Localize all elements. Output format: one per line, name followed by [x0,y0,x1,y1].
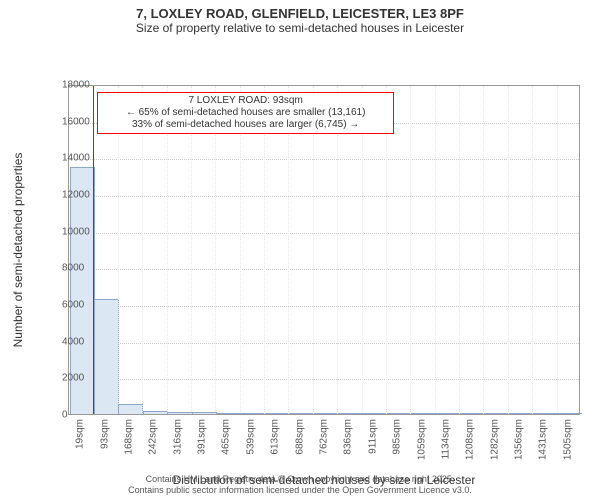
x-tick-label: 539sqm [245,419,256,455]
histogram-bar [387,413,412,414]
histogram-bar [240,413,265,414]
x-tick-label: 1431sqm [538,419,549,460]
annotation-line: 7 LOXLEY ROAD: 93sqm [102,95,389,107]
histogram-bar [265,413,290,414]
histogram-bar [435,413,460,414]
gridline-v [362,86,363,414]
x-tick-label: 391sqm [197,419,208,455]
gridline-v [508,86,509,414]
y-axis-label: Number of semi-detached properties [11,85,25,415]
footer-line-2: Contains public sector information licen… [0,485,600,496]
histogram-bar [484,413,509,414]
x-tick-label: 762sqm [319,419,330,455]
gridline-v [337,86,338,414]
gridline-v [288,86,289,414]
property-marker-line [93,86,94,414]
chart-title-sub: Size of property relative to semi-detach… [0,21,600,35]
gridline-h [69,159,579,160]
gridline-v [215,86,216,414]
x-tick-label: 93sqm [99,419,110,449]
histogram-bar [509,413,534,414]
histogram-bar [314,413,339,414]
gridline-v [240,86,241,414]
gridline-v [191,86,192,414]
gridline-v [483,86,484,414]
gridline-v [142,86,143,414]
x-tick-label: 19sqm [75,419,86,449]
gridline-h [69,343,579,344]
plot-area: 7 LOXLEY ROAD: 93sqm← 65% of semi-detach… [68,85,580,415]
annotation-line: 33% of semi-detached houses are larger (… [102,119,389,131]
annotation-box: 7 LOXLEY ROAD: 93sqm← 65% of semi-detach… [97,92,394,134]
gridline-h [69,269,579,270]
gridline-v [532,86,533,414]
gridline-h [69,196,579,197]
footer-line-1: Contains HM Land Registry data © Crown c… [0,474,600,485]
histogram-bar [533,413,558,414]
gridline-v [167,86,168,414]
histogram-bar [289,413,314,414]
x-tick-label: 688sqm [294,419,305,455]
histogram-bar [216,413,241,414]
histogram-bar [557,413,582,414]
x-tick-label: 1282sqm [489,419,500,460]
histogram-bar [338,413,363,414]
chart-footer: Contains HM Land Registry data © Crown c… [0,474,600,496]
x-tick-label: 836sqm [343,419,354,455]
x-tick-label: 1505sqm [562,419,573,460]
x-tick-label: 242sqm [148,419,159,455]
x-tick-label: 911sqm [367,419,378,454]
histogram-bar [118,404,143,414]
gridline-h [69,233,579,234]
gridline-h [69,306,579,307]
gridline-v [410,86,411,414]
gridline-v [264,86,265,414]
x-tick-label: 316sqm [172,419,183,455]
gridline-v [118,86,119,414]
x-tick-label: 1356sqm [514,419,525,460]
histogram-bar [411,413,436,414]
gridline-v [459,86,460,414]
x-tick-label: 1134sqm [440,419,451,459]
x-tick-label: 613sqm [270,419,281,455]
histogram-bar [143,411,168,414]
chart-title-main: 7, LOXLEY ROAD, GLENFIELD, LEICESTER, LE… [0,6,600,21]
plot-wrap: 7 LOXLEY ROAD: 93sqm← 65% of semi-detach… [0,35,600,500]
annotation-line: ← 65% of semi-detached houses are smalle… [102,107,389,119]
gridline-v [435,86,436,414]
x-tick-label: 168sqm [123,419,134,455]
gridline-v [386,86,387,414]
histogram-bar [460,413,485,414]
chart-titles: 7, LOXLEY ROAD, GLENFIELD, LEICESTER, LE… [0,0,600,35]
histogram-bar [167,412,192,414]
histogram-bar [362,413,387,414]
x-tick-label: 1059sqm [416,419,427,460]
x-tick-label: 985sqm [392,419,403,455]
gridline-v [557,86,558,414]
histogram-bar [94,299,119,414]
x-tick-label: 465sqm [221,419,232,455]
gridline-v [313,86,314,414]
x-tick-label: 1208sqm [465,419,476,460]
gridline-h [69,379,579,380]
histogram-bar [192,412,217,414]
